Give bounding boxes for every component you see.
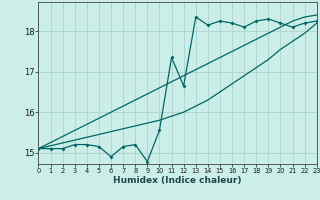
X-axis label: Humidex (Indice chaleur): Humidex (Indice chaleur) xyxy=(113,176,242,185)
